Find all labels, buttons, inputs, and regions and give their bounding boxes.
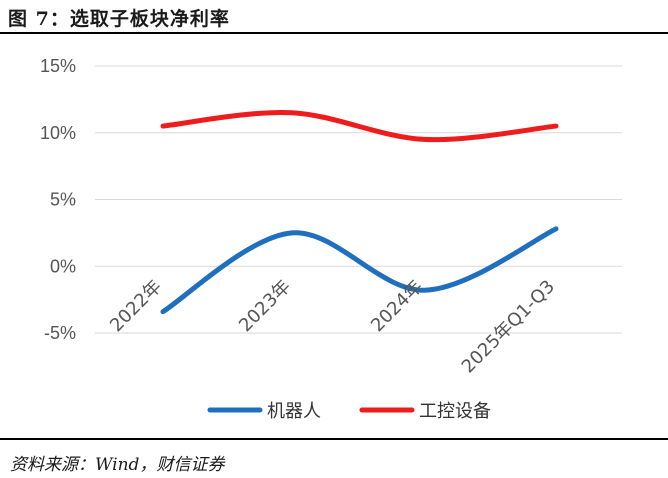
x-tick-label: 2022年 <box>106 276 166 336</box>
y-tick-label: 15% <box>40 56 76 76</box>
series-line-industrial-control <box>160 109 559 143</box>
bottom-rule <box>0 438 668 440</box>
figure-title: 图 7：选取子板块净利率 <box>8 8 230 30</box>
y-tick-label: 10% <box>40 123 76 143</box>
legend-label: 机器人 <box>267 401 321 422</box>
series-line-robot <box>160 226 559 315</box>
legend-label: 工控设备 <box>419 401 491 422</box>
series-lines <box>160 109 559 315</box>
y-tick-label: 0% <box>50 256 76 276</box>
x-tick-label: 2025年Q1-Q3 <box>458 276 559 377</box>
line-chart: -5%0%5%10%15% 2022年 2023年 2024年 2025年Q1-Q3 … <box>40 56 622 422</box>
source-note: 资料来源：Wind，财信证券 <box>10 455 225 475</box>
legend: 机器人 工控设备 <box>207 401 491 422</box>
y-tick-label: 5% <box>50 190 76 210</box>
x-axis-ticks: 2022年 2023年 2024年 2025年Q1-Q3 <box>106 276 559 377</box>
x-tick-label: 2023年 <box>235 276 295 336</box>
y-tick-label: -5% <box>44 323 76 343</box>
y-axis-ticks: -5% 0% 5% 10% 15% <box>40 56 76 343</box>
grid-lines <box>95 65 622 334</box>
top-rule <box>0 32 668 34</box>
